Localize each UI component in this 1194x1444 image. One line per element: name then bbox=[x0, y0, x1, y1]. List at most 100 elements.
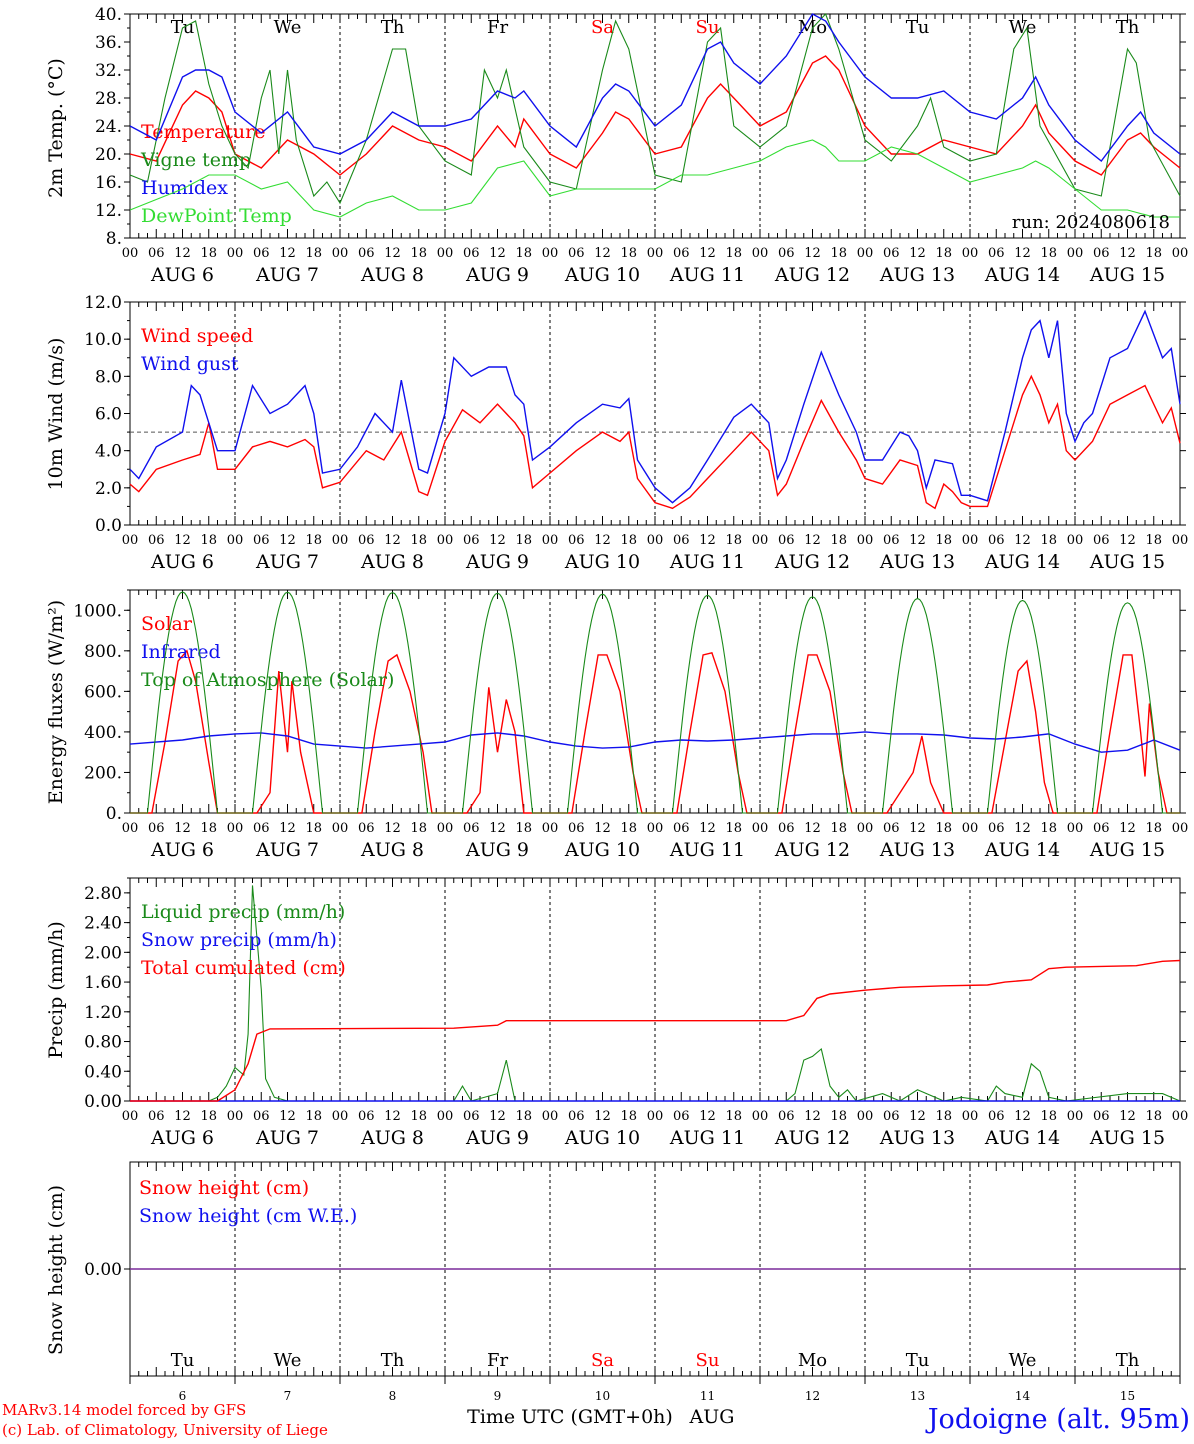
panel-1-legend-entry: Wind gust bbox=[141, 353, 239, 375]
panel-3-hour-label: 12 bbox=[1014, 1109, 1031, 1124]
panel-2-legend-entry: Infrared bbox=[141, 641, 221, 663]
panel-3-hour-label: 00 bbox=[437, 1109, 454, 1124]
panel-0-hour-label: 06 bbox=[148, 246, 165, 261]
panel-2-hour-label: 12 bbox=[384, 821, 401, 836]
panel-0-hour-label: 06 bbox=[253, 246, 270, 261]
panel-2-hour-label: 06 bbox=[568, 821, 585, 836]
bottom-day-name: Tu bbox=[171, 1350, 195, 1371]
panel-1-ytick-label: 4.0 bbox=[95, 442, 122, 462]
panel-2-hour-label: 00 bbox=[437, 821, 454, 836]
panel-3-date-label: AUG 11 bbox=[669, 1127, 745, 1149]
panel-2-hour-label: 00 bbox=[542, 821, 559, 836]
panel-2-ytick-label: 400. bbox=[84, 723, 122, 743]
panel-1-hour-label: 06 bbox=[883, 533, 900, 548]
panel-3-hour-label: 12 bbox=[804, 1109, 821, 1124]
panel-1-hour-label: 00 bbox=[647, 533, 664, 548]
panel-2-hour-label: 06 bbox=[883, 821, 900, 836]
panel-0-date-label: AUG 15 bbox=[1089, 264, 1165, 286]
panel-3-hour-label: 18 bbox=[830, 1109, 847, 1124]
panel-0-legend-entry: Vigne temp bbox=[140, 149, 251, 171]
panel-0-hour-label: 18 bbox=[410, 246, 427, 261]
panel-2-ytick-label: 600. bbox=[84, 682, 122, 702]
panel-1-hour-label: 12 bbox=[699, 533, 716, 548]
panel-2-date-label: AUG 13 bbox=[879, 839, 955, 861]
panel-3-hour-label: 12 bbox=[174, 1109, 191, 1124]
panel-2-date-label: AUG 6 bbox=[150, 839, 214, 861]
panel-2-hour-label: 12 bbox=[174, 821, 191, 836]
bottom-day-number: 7 bbox=[284, 1389, 292, 1403]
panel-3-hour-label: 12 bbox=[1119, 1109, 1136, 1124]
panel-0-hour-label: 06 bbox=[568, 246, 585, 261]
panel-3-ytick-label: 2.40 bbox=[84, 914, 122, 934]
panel-2-hour-label: 18 bbox=[515, 821, 532, 836]
panel-3-hour-label: 12 bbox=[594, 1109, 611, 1124]
panel-1-hour-label: 18 bbox=[305, 533, 322, 548]
panel-3-hour-label: 06 bbox=[778, 1109, 795, 1124]
top-day-name: We bbox=[1009, 17, 1037, 38]
footer-credit-model: MARv3.14 model forced by GFS bbox=[2, 1401, 246, 1419]
panel-1-hour-label: 18 bbox=[410, 533, 427, 548]
run-label: run: 2024080618 bbox=[1012, 212, 1170, 233]
panel-3-hour-label: 12 bbox=[489, 1109, 506, 1124]
bottom-day-number: 14 bbox=[1015, 1389, 1031, 1403]
panel-0-hour-label: 12 bbox=[279, 246, 296, 261]
panel-0-date-label: AUG 14 bbox=[984, 264, 1060, 286]
panel-1-date-label: AUG 10 bbox=[564, 551, 640, 573]
bottom-day-number: 13 bbox=[910, 1389, 925, 1403]
panel-2-date-label: AUG 9 bbox=[465, 839, 529, 861]
panel-2-hour-label: 12 bbox=[699, 821, 716, 836]
panel-1-series-wind-gust bbox=[129, 309, 1181, 504]
panel-3-hour-label: 06 bbox=[358, 1109, 375, 1124]
top-day-name: Sa bbox=[591, 17, 614, 38]
panel-4-ytick-label: 0.00 bbox=[84, 1260, 122, 1280]
panel-3-hour-label: 18 bbox=[200, 1109, 217, 1124]
panel-1-date-label: AUG 14 bbox=[984, 551, 1060, 573]
top-day-name: Tu bbox=[906, 17, 930, 38]
panel-3-hour-label: 18 bbox=[725, 1109, 742, 1124]
panel-0-ytick-label: 24. bbox=[95, 117, 122, 137]
panel-0-hour-label: 12 bbox=[594, 246, 611, 261]
panel-0-hour-label: 12 bbox=[174, 246, 191, 261]
panel-1-hour-label: 18 bbox=[620, 533, 637, 548]
panel-1-hour-label: 00 bbox=[1067, 533, 1084, 548]
panel-0-hour-label: 12 bbox=[1119, 246, 1136, 261]
panel-2-date-label: AUG 8 bbox=[360, 839, 424, 861]
panel-3-hour-label: 18 bbox=[935, 1109, 952, 1124]
panel-1-hour-label: 12 bbox=[489, 533, 506, 548]
panel-1-date-label: AUG 12 bbox=[774, 551, 850, 573]
panel-2-date-label: AUG 7 bbox=[255, 839, 319, 861]
panel-0-hour-label: 18 bbox=[935, 246, 952, 261]
bottom-day-name: We bbox=[274, 1350, 302, 1371]
panel-1-ytick-label: 12.0 bbox=[84, 293, 122, 313]
panel-2-hour-label: 12 bbox=[1014, 821, 1031, 836]
panel-3-hour-label: 18 bbox=[515, 1109, 532, 1124]
panel-2-ytick-label: 1000. bbox=[73, 601, 122, 621]
panel-1-hour-label: 00 bbox=[752, 533, 769, 548]
panel-2-hour-label: 06 bbox=[253, 821, 270, 836]
panel-0-hour-label: 12 bbox=[699, 246, 716, 261]
location-label: Jodoigne (alt. 95m) bbox=[925, 1404, 1190, 1435]
panel-2-legend-entry: Solar bbox=[141, 613, 193, 635]
panel-0-series-dewpoint-temp bbox=[129, 139, 1180, 218]
panel-3-hour-label: 00 bbox=[1067, 1109, 1084, 1124]
panel-2-ytick-label: 0. bbox=[106, 804, 122, 824]
panel-1-hour-label: 06 bbox=[253, 533, 270, 548]
panel-0-hour-label: 00 bbox=[227, 246, 244, 261]
panel-1-hour-label: 12 bbox=[1014, 533, 1031, 548]
panel-0-date-label: AUG 10 bbox=[564, 264, 640, 286]
panel-0-ytick-label: 8. bbox=[106, 229, 122, 249]
panel-0-hour-label: 06 bbox=[988, 246, 1005, 261]
panel-4-legend-entry: Snow height (cm W.E.) bbox=[139, 1205, 357, 1227]
panel-0-hour-label: 12 bbox=[489, 246, 506, 261]
panel-3-date-label: AUG 13 bbox=[879, 1127, 955, 1149]
panel-3-series-total-cumulated-cm- bbox=[130, 959, 1181, 1102]
panel-2-series-infrared bbox=[129, 731, 1181, 753]
panel-0-date-label: AUG 6 bbox=[150, 264, 214, 286]
panel-1-date-label: AUG 13 bbox=[879, 551, 955, 573]
panel-0-hour-label: 06 bbox=[883, 246, 900, 261]
panel-3-hour-label: 00 bbox=[122, 1109, 139, 1124]
panel-3-hour-label: 06 bbox=[673, 1109, 690, 1124]
panel-2-ytick-label: 800. bbox=[84, 642, 122, 662]
panel-1-date-label: AUG 11 bbox=[669, 551, 745, 573]
